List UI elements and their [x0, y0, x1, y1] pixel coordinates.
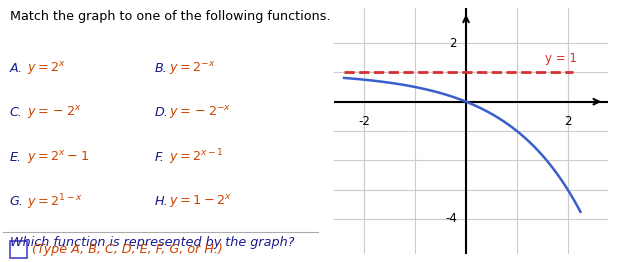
Text: $y = -2^{x}$: $y = -2^{x}$ [27, 104, 82, 121]
Text: F.: F. [154, 151, 164, 164]
Text: Which function is represented by the graph?: Which function is represented by the gra… [9, 236, 294, 249]
Text: y = 1: y = 1 [545, 52, 577, 65]
Text: -4: -4 [445, 212, 457, 226]
Bar [9, 241, 27, 258]
Text: $y = -2^{-x}$: $y = -2^{-x}$ [168, 104, 231, 121]
Text: C.: C. [9, 106, 22, 119]
Text: $y = 2^{1-x}$: $y = 2^{1-x}$ [27, 192, 83, 211]
Text: A.: A. [9, 62, 22, 75]
Text: -2: -2 [358, 115, 370, 128]
Text: $y = 2^{-x}$: $y = 2^{-x}$ [168, 60, 215, 77]
Text: $y = 2^{x}$: $y = 2^{x}$ [27, 60, 67, 77]
Text: D.: D. [154, 106, 168, 119]
Text: 2: 2 [449, 36, 457, 50]
Text: $y = 1 - 2^{x}$: $y = 1 - 2^{x}$ [168, 193, 232, 210]
Text: Match the graph to one of the following functions.: Match the graph to one of the following … [9, 10, 330, 24]
Text: G.: G. [9, 195, 24, 208]
Bar [364, 43, 568, 219]
Text: E.: E. [9, 151, 22, 164]
Text: B.: B. [154, 62, 167, 75]
Text: 2: 2 [564, 115, 572, 128]
Text: $y = 2^{x} - 1$: $y = 2^{x} - 1$ [27, 149, 89, 166]
Text: (Type A, B, C, D, E, F, G, or H.): (Type A, B, C, D, E, F, G, or H.) [32, 243, 223, 256]
Text: H.: H. [154, 195, 168, 208]
Text: $y = 2^{x-1}$: $y = 2^{x-1}$ [168, 148, 223, 167]
